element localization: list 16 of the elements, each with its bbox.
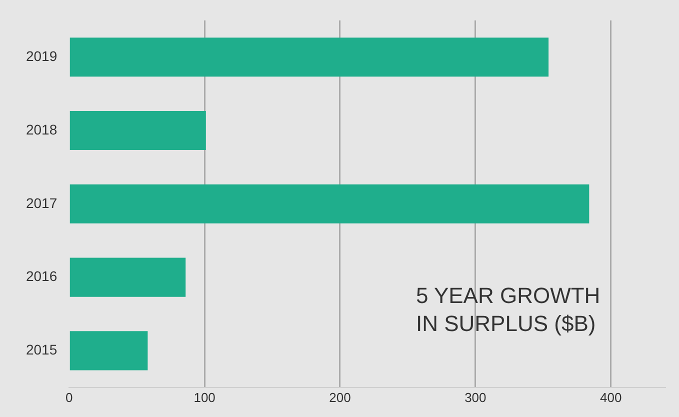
x-tick-label: 400 [600,390,622,405]
y-tick-label: 2015 [26,342,58,358]
y-tick-label: 2019 [26,48,58,64]
bar [70,38,549,77]
bar [70,258,186,297]
y-tick-label: 2016 [26,268,58,284]
bar [70,110,206,150]
text: 5 YEAR GROWTH IN SURPLUS ($B) [416,282,602,338]
x-tick-label: 200 [329,390,351,405]
bar [70,184,590,224]
x-tick-label: 300 [464,390,486,405]
y-tick-label: 2018 [26,121,58,138]
bar [70,331,148,370]
x-tick-label: 100 [194,390,216,405]
y-tick-label: 2017 [26,194,58,211]
x-tick-label: 0 [66,390,73,405]
